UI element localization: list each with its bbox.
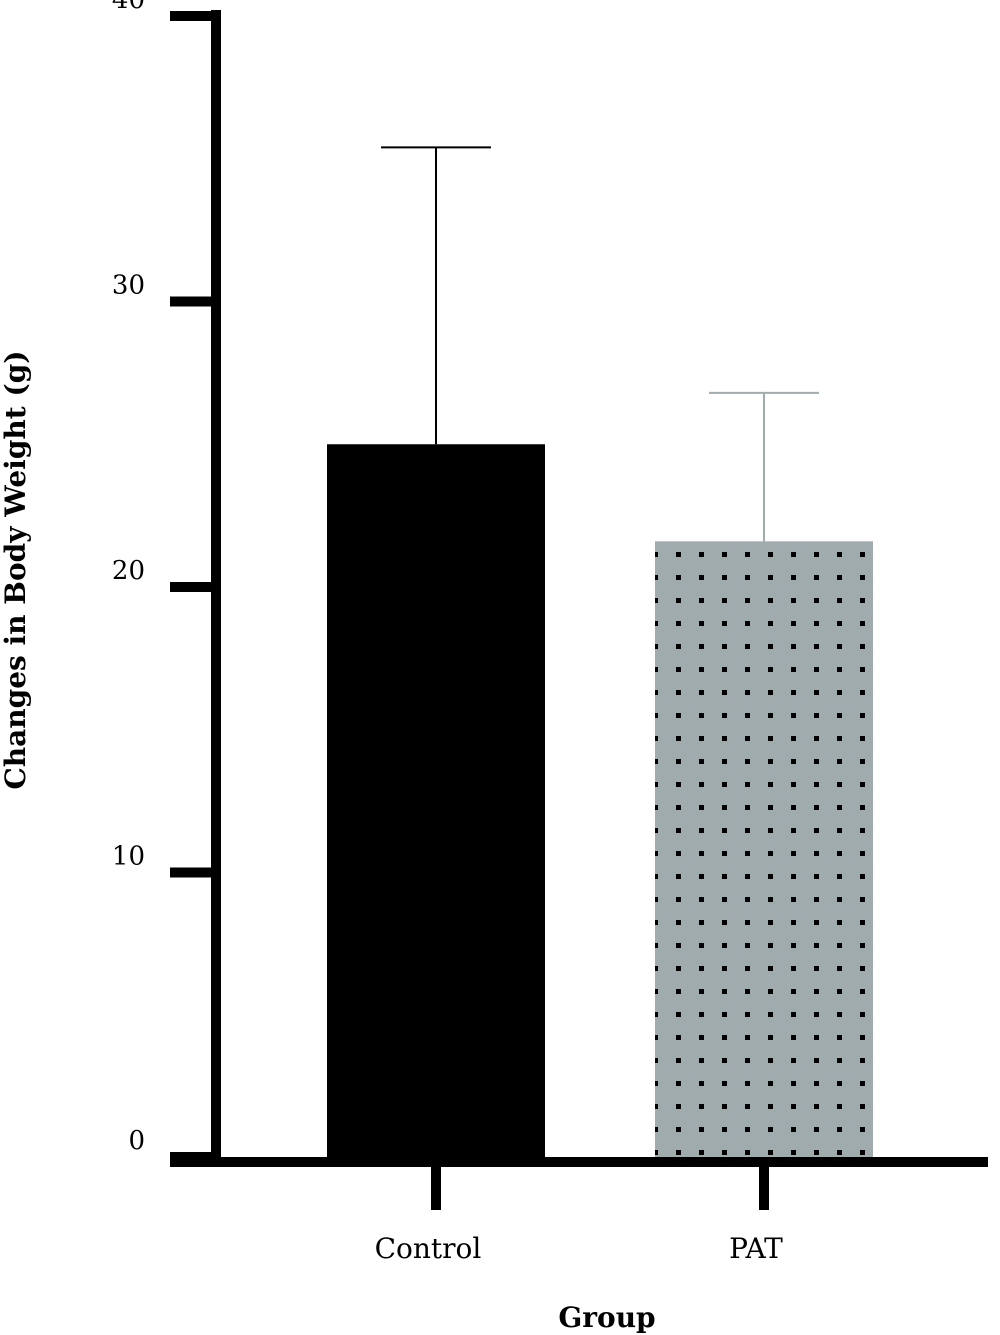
- x-axis-title: Group: [558, 1301, 655, 1334]
- y-tick-label: 40: [112, 0, 145, 15]
- y-tick-label: 20: [112, 556, 145, 586]
- x-tick-label-pat: PAT: [729, 1232, 783, 1265]
- bar-pattern-pat: [655, 541, 873, 1158]
- bar-control: [327, 444, 545, 1158]
- bars-layer: [327, 146, 873, 1158]
- x-ticks: Control PAT: [375, 1162, 783, 1265]
- y-tick-label: 0: [128, 1126, 145, 1156]
- x-tick-label-control: Control: [375, 1232, 482, 1265]
- y-ticks: 0 10 20 30 40: [112, 0, 216, 1162]
- y-tick-label: 30: [112, 271, 145, 301]
- y-tick-label: 10: [112, 842, 145, 872]
- y-axis-title: Changes in Body Weight (g): [0, 350, 32, 789]
